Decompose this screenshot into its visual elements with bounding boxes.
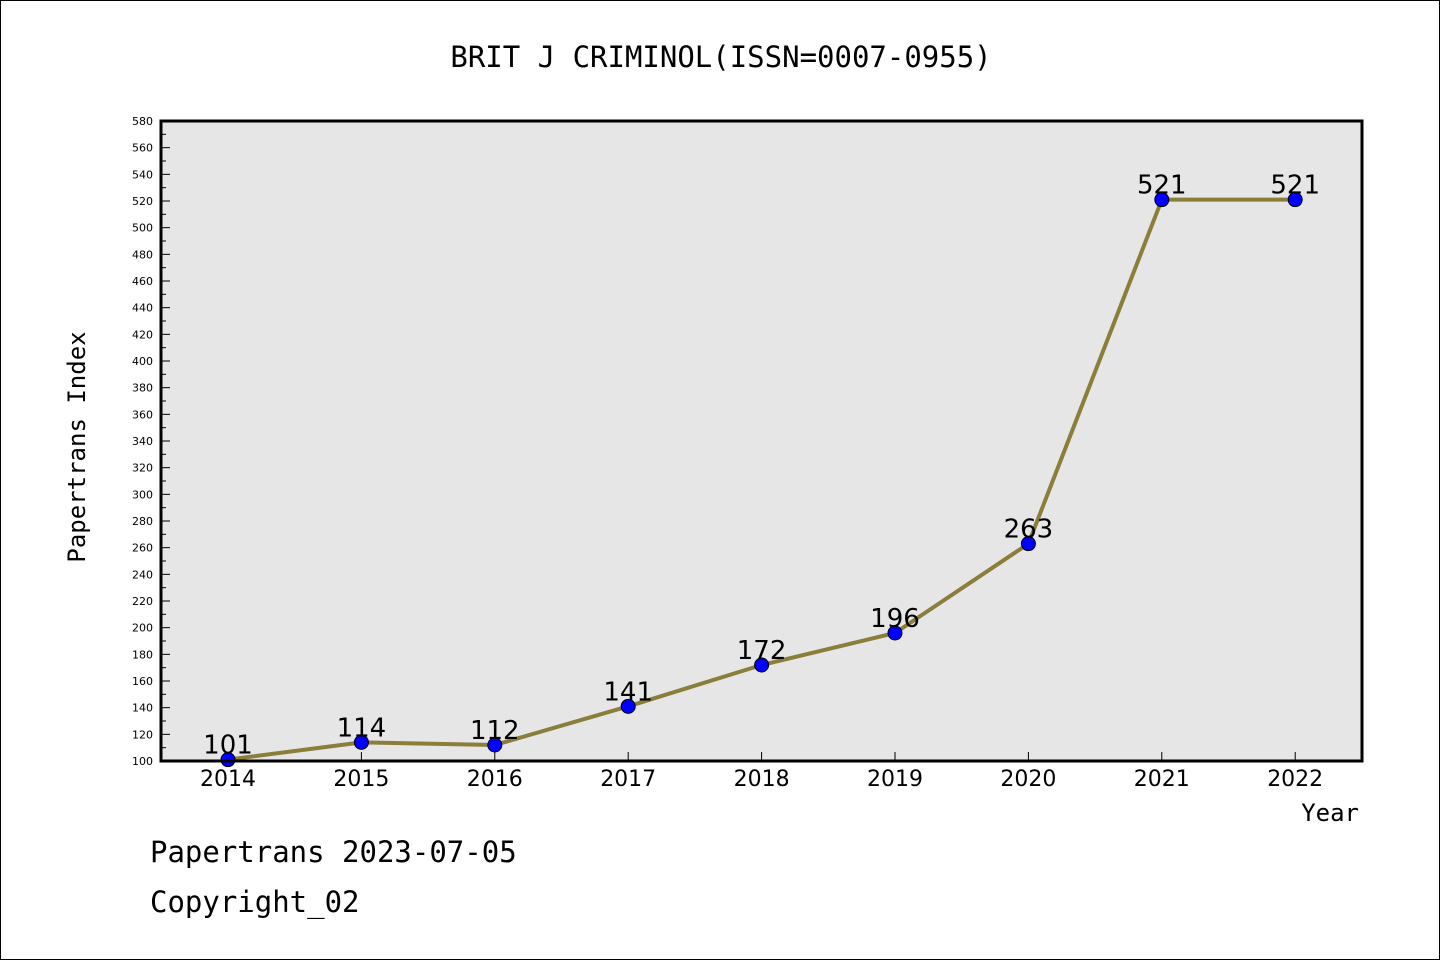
x-tick-label: 2014	[200, 767, 256, 792]
y-tick-label: 340	[132, 435, 153, 448]
x-tick-label: 2017	[600, 767, 656, 792]
plot-border	[159, 119, 1364, 763]
y-tick-label: 200	[132, 622, 153, 635]
y-tick-label: 460	[132, 275, 153, 288]
y-tick-label: 100	[132, 755, 153, 768]
data-point	[353, 734, 369, 750]
data-point	[620, 698, 636, 714]
y-tick-label: 240	[132, 568, 153, 581]
y-tick-label: 560	[132, 142, 153, 155]
data-point	[1287, 192, 1303, 208]
data-label: 172	[737, 636, 787, 666]
x-tick-label: 2019	[867, 767, 923, 792]
plot-area: 100 120 140 160 180 200 220 240 260 280 300 320 340 3…	[132, 115, 1364, 792]
footer-source-date: Papertrans 2023-07-05	[150, 835, 517, 869]
y-tick-label: 580	[132, 115, 153, 128]
data-point	[754, 657, 770, 673]
y-tick-label: 220	[132, 595, 153, 608]
data-label: 263	[1004, 515, 1054, 545]
y-tick-label: 360	[132, 408, 153, 421]
data-label: 521	[1270, 171, 1320, 201]
data-label: 196	[870, 604, 920, 634]
y-tick-label: 280	[132, 515, 153, 528]
data-point	[1020, 536, 1036, 552]
data-point	[887, 625, 903, 641]
y-axis-label: Papertrans Index	[63, 331, 91, 562]
y-tick-label: 320	[132, 462, 153, 475]
data-label: 112	[470, 716, 520, 746]
data-label: 101	[203, 731, 253, 761]
y-tick-label: 380	[132, 382, 153, 395]
x-tick-label: 2015	[333, 767, 389, 792]
x-tick-label: 2022	[1267, 767, 1323, 792]
plot-background	[161, 121, 1362, 761]
data-label: 141	[603, 677, 653, 707]
x-tick-label: 2020	[1000, 767, 1056, 792]
y-tick-label: 400	[132, 355, 153, 368]
y-tick-label: 300	[132, 488, 153, 501]
x-tick-label: 2016	[467, 767, 523, 792]
y-tick-label: 160	[132, 675, 153, 688]
y-tick-label: 120	[132, 728, 153, 741]
y-tick-label: 500	[132, 222, 153, 235]
data-label: 521	[1137, 171, 1187, 201]
x-tick-label: 2018	[734, 767, 790, 792]
footer-copyright: Copyright_02	[150, 885, 360, 919]
y-tick-label: 260	[132, 542, 153, 555]
x-tick-label: 2021	[1134, 767, 1190, 792]
data-point	[1154, 192, 1170, 208]
y-tick-label: 180	[132, 648, 153, 661]
y-tick-label: 420	[132, 328, 153, 341]
x-axis-label: Year	[1301, 799, 1359, 827]
y-tick-label: 140	[132, 702, 153, 715]
y-tick-label: 440	[132, 302, 153, 315]
y-tick-label: 540	[132, 168, 153, 181]
chart-title: BRIT J CRIMINOL(ISSN=0007-0955)	[450, 40, 991, 74]
y-tick-label: 520	[132, 195, 153, 208]
data-label: 114	[337, 713, 387, 743]
data-point	[487, 737, 503, 753]
y-tick-label: 480	[132, 248, 153, 261]
